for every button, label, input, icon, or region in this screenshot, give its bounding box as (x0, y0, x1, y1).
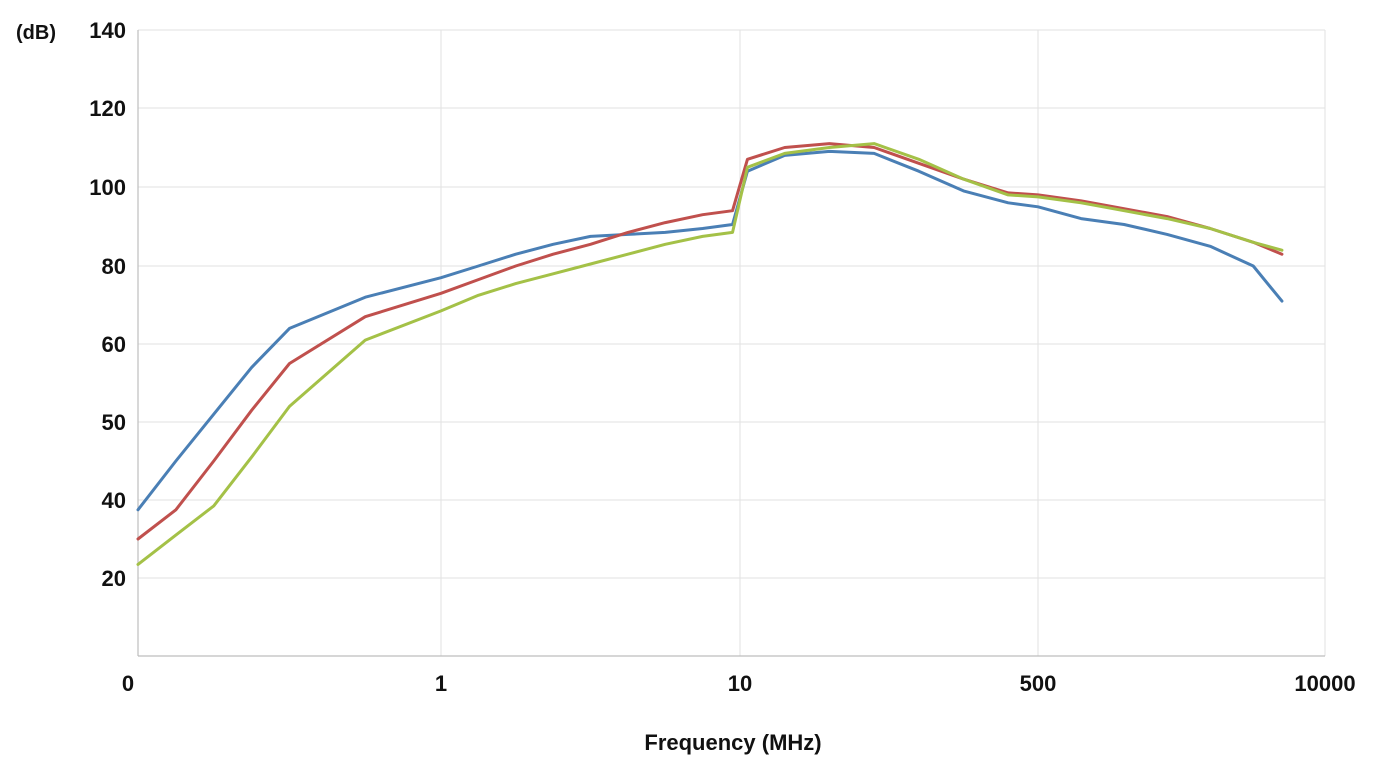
x-tick-label: 0 (122, 671, 134, 696)
y-axis-unit-label: (dB) (16, 22, 56, 44)
x-tick-label: 500 (1020, 671, 1057, 696)
grid-lines (138, 29, 1326, 656)
y-tick-label: 60 (102, 332, 126, 357)
y-tick-label: 140 (89, 18, 126, 43)
y-tick-label: 80 (102, 254, 126, 279)
y-axis-ticks: 20 40 50 60 80 100 120 140 (89, 18, 126, 591)
series-line-2 (136, 142, 1284, 541)
x-tick-label: 1 (435, 671, 447, 696)
series-lines (136, 142, 1284, 566)
series-line-1 (136, 149, 1284, 512)
series-line-3 (136, 142, 1284, 566)
y-tick-label: 120 (89, 96, 126, 121)
y-tick-label: 20 (102, 566, 126, 591)
axes (137, 30, 1325, 657)
x-tick-label: 10000 (1294, 671, 1355, 696)
y-tick-label: 50 (102, 410, 126, 435)
y-tick-label: 100 (89, 175, 126, 200)
x-axis-ticks: 0 1 10 500 10000 (122, 671, 1356, 696)
y-tick-label: 40 (102, 488, 126, 513)
x-axis-label: Frequency (MHz) (644, 730, 821, 755)
x-tick-label: 10 (728, 671, 752, 696)
